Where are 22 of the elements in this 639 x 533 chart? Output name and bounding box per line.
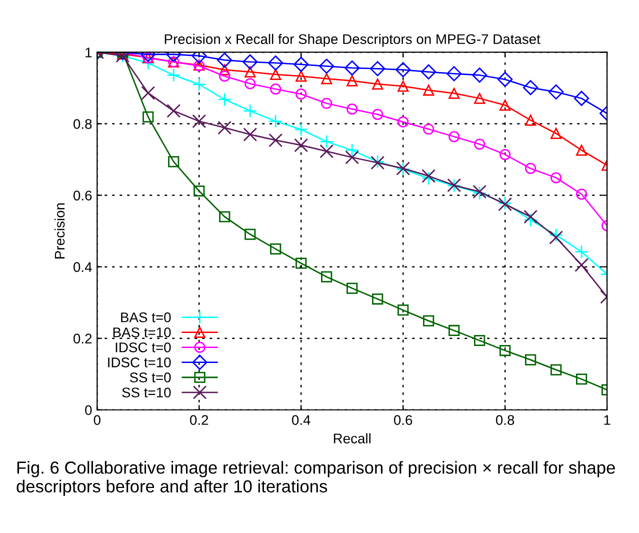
x-axis-title: Recall (334, 433, 370, 444)
legend-label: SS t=10 (122, 388, 171, 398)
y-tick-label: 1 (86, 48, 92, 58)
x-tick-label: 0 (94, 415, 100, 425)
legend-label: SS t=0 (130, 372, 171, 382)
y-tick-label: 0.2 (74, 334, 92, 344)
y-tick-label: 0 (85, 405, 92, 416)
y-axis-title: Precision (54, 203, 65, 258)
legend-label: BAS t=0 (121, 312, 171, 322)
x-tick-label: 0.4 (292, 415, 310, 425)
x-tick-label: 0.2 (190, 415, 208, 425)
chart-title: Precision x Recall for Shape Descriptors on MPEG-7 Dataset (164, 34, 540, 47)
x-tick-label: 1 (604, 415, 610, 425)
legend-label: IDSC t=10 (108, 358, 171, 368)
x-tick-label: 0.6 (394, 415, 412, 425)
x-tick-label: 0.8 (496, 415, 514, 425)
caption: Fig. 6 Collaborative image retrieval: comparison of precision × recall for shape descriptors before and after 10 iterations (16, 461, 615, 496)
legend-label: IDSC t=0 (116, 342, 171, 352)
y-tick-label: 0.8 (74, 119, 92, 129)
y-tick-label: 0.6 (74, 190, 92, 200)
legend-label: BAS t=10 (113, 327, 171, 338)
y-tick-label: 0.4 (74, 262, 92, 272)
